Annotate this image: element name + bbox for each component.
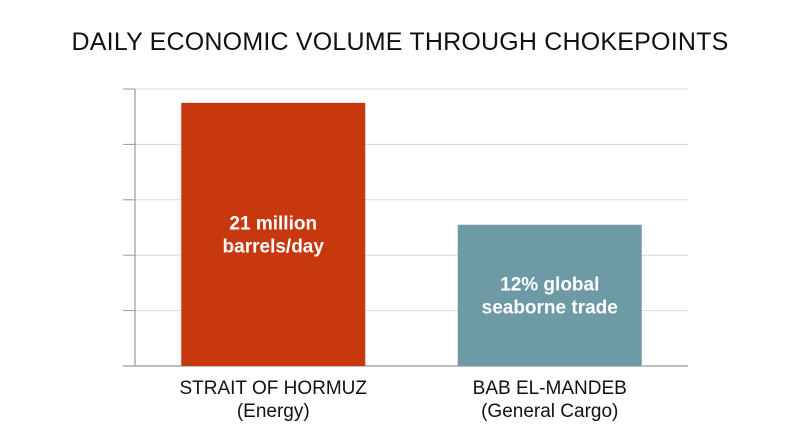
category-label: BAB EL-MANDEB (473, 378, 627, 399)
bar (457, 224, 642, 366)
chart-title: DAILY ECONOMIC VOLUME THROUGH CHOKEPOINT… (71, 28, 729, 56)
bar-data-label: 12% global (500, 275, 599, 296)
bar-data-label: seaborne trade (482, 298, 618, 319)
category-label: STRAIT OF HORMUZ (179, 378, 367, 399)
bar (181, 102, 366, 366)
category-label: (General Cargo) (481, 401, 618, 422)
category-label: (Energy) (237, 401, 310, 422)
category-labels: STRAIT OF HORMUZ(Energy) BAB EL-MANDEB(Ge… (179, 378, 626, 422)
bar-data-label: 21 million (229, 214, 317, 235)
bars (181, 102, 642, 366)
bar-data-label: barrels/day (223, 237, 325, 258)
